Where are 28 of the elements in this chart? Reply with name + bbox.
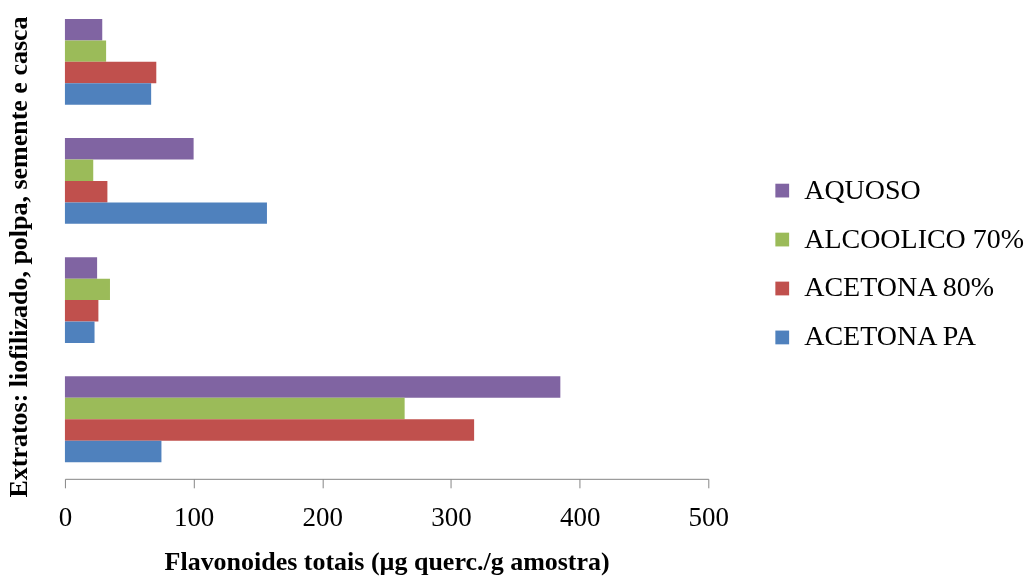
y-axis-title: Extratos: liofilizado, polpa, semente e casca xyxy=(4,16,34,498)
bar xyxy=(64,440,162,463)
bar xyxy=(64,202,267,224)
x-tick-label: 200 xyxy=(302,502,344,533)
x-tick-label: 100 xyxy=(173,502,215,533)
bar xyxy=(64,159,94,181)
legend-label: ACETONA PA xyxy=(804,320,976,352)
legend-label: ACETONA 80% xyxy=(804,271,995,303)
bar xyxy=(64,138,194,160)
x-tick-label: 300 xyxy=(431,502,472,533)
bar xyxy=(64,180,108,203)
x-tick-label: 400 xyxy=(559,502,601,533)
bar xyxy=(64,18,103,41)
bar xyxy=(64,321,95,343)
bar xyxy=(64,397,405,420)
bar xyxy=(64,419,475,441)
bar xyxy=(64,40,107,62)
bar xyxy=(64,278,110,301)
x-tick-label: 0 xyxy=(58,502,73,533)
bar xyxy=(64,61,157,84)
bar xyxy=(64,83,152,105)
legend-label: AQUOSO xyxy=(804,173,921,205)
x-axis-title: Flavonoides totais (µg querc./g amostra) xyxy=(164,547,610,577)
bar xyxy=(64,300,99,322)
bar xyxy=(64,257,98,279)
bar xyxy=(64,376,561,398)
legend-label: ALCOOLICO 70% xyxy=(804,222,1025,254)
x-tick-label: 500 xyxy=(688,502,730,533)
